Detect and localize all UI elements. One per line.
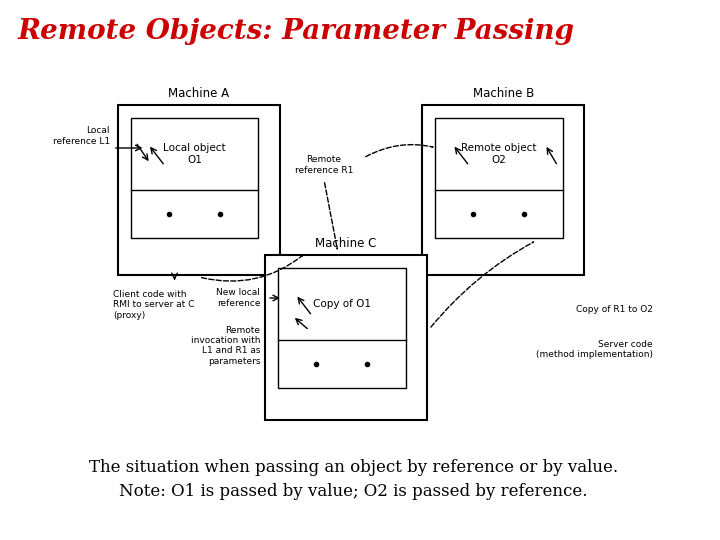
Text: Note: O1 is passed by value; O2 is passed by reference.: Note: O1 is passed by value; O2 is passe…	[120, 483, 588, 501]
Text: Local
reference L1: Local reference L1	[53, 126, 110, 146]
Text: The situation when passing an object by reference or by value.: The situation when passing an object by …	[89, 460, 618, 476]
Text: Remote
reference R1: Remote reference R1	[295, 156, 354, 175]
Text: Copy of O1: Copy of O1	[312, 299, 371, 309]
Bar	[278, 268, 405, 388]
Text: Machine B: Machine B	[472, 87, 534, 100]
Text: Machine C: Machine C	[315, 237, 377, 250]
Text: New local
reference: New local reference	[216, 288, 260, 308]
Text: Remote Objects: Parameter Passing: Remote Objects: Parameter Passing	[18, 18, 575, 45]
FancyArrowPatch shape	[202, 256, 302, 281]
Text: Copy of R1 to O2: Copy of R1 to O2	[576, 306, 653, 314]
Bar	[118, 105, 280, 275]
Text: Remote object
O2: Remote object O2	[461, 143, 536, 165]
Text: Local object
O1: Local object O1	[163, 143, 226, 165]
FancyArrowPatch shape	[366, 145, 433, 157]
Text: Machine A: Machine A	[168, 87, 230, 100]
FancyArrowPatch shape	[431, 242, 534, 327]
Bar	[435, 118, 563, 238]
Bar	[265, 255, 427, 420]
Bar	[130, 118, 258, 238]
Text: Server code
(method implementation): Server code (method implementation)	[536, 340, 653, 360]
Text: Client code with
RMI to server at C
(proxy): Client code with RMI to server at C (pro…	[113, 290, 194, 320]
Text: Remote
invocation with
L1 and R1 as
parameters: Remote invocation with L1 and R1 as para…	[191, 326, 260, 366]
FancyArrowPatch shape	[325, 183, 338, 249]
Bar	[422, 105, 585, 275]
